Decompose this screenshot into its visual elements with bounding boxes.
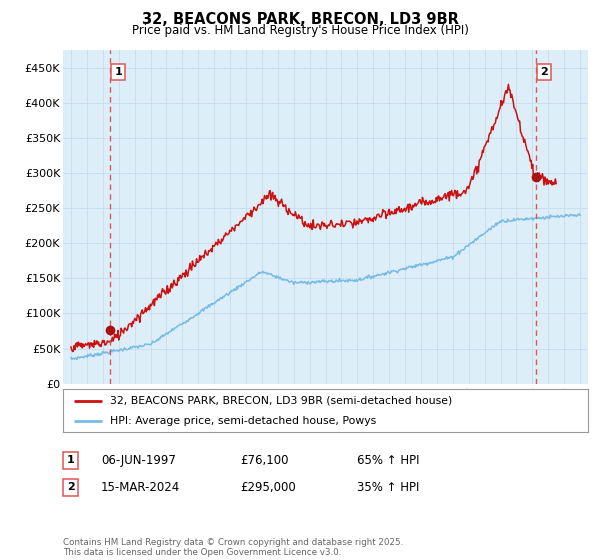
Text: £295,000: £295,000 <box>240 480 296 494</box>
Text: 1: 1 <box>67 455 74 465</box>
Text: 2: 2 <box>541 67 548 77</box>
Text: Price paid vs. HM Land Registry's House Price Index (HPI): Price paid vs. HM Land Registry's House … <box>131 24 469 36</box>
Text: 35% ↑ HPI: 35% ↑ HPI <box>357 480 419 494</box>
Text: 32, BEACONS PARK, BRECON, LD3 9BR: 32, BEACONS PARK, BRECON, LD3 9BR <box>142 12 458 27</box>
Text: 2: 2 <box>67 482 74 492</box>
Text: £76,100: £76,100 <box>240 454 289 467</box>
Text: 06-JUN-1997: 06-JUN-1997 <box>101 454 176 467</box>
Text: Contains HM Land Registry data © Crown copyright and database right 2025.
This d: Contains HM Land Registry data © Crown c… <box>63 538 403 557</box>
Text: 32, BEACONS PARK, BRECON, LD3 9BR (semi-detached house): 32, BEACONS PARK, BRECON, LD3 9BR (semi-… <box>110 396 452 406</box>
Text: 1: 1 <box>115 67 122 77</box>
Text: 65% ↑ HPI: 65% ↑ HPI <box>357 454 419 467</box>
Text: HPI: Average price, semi-detached house, Powys: HPI: Average price, semi-detached house,… <box>110 416 377 426</box>
Text: 15-MAR-2024: 15-MAR-2024 <box>101 480 180 494</box>
